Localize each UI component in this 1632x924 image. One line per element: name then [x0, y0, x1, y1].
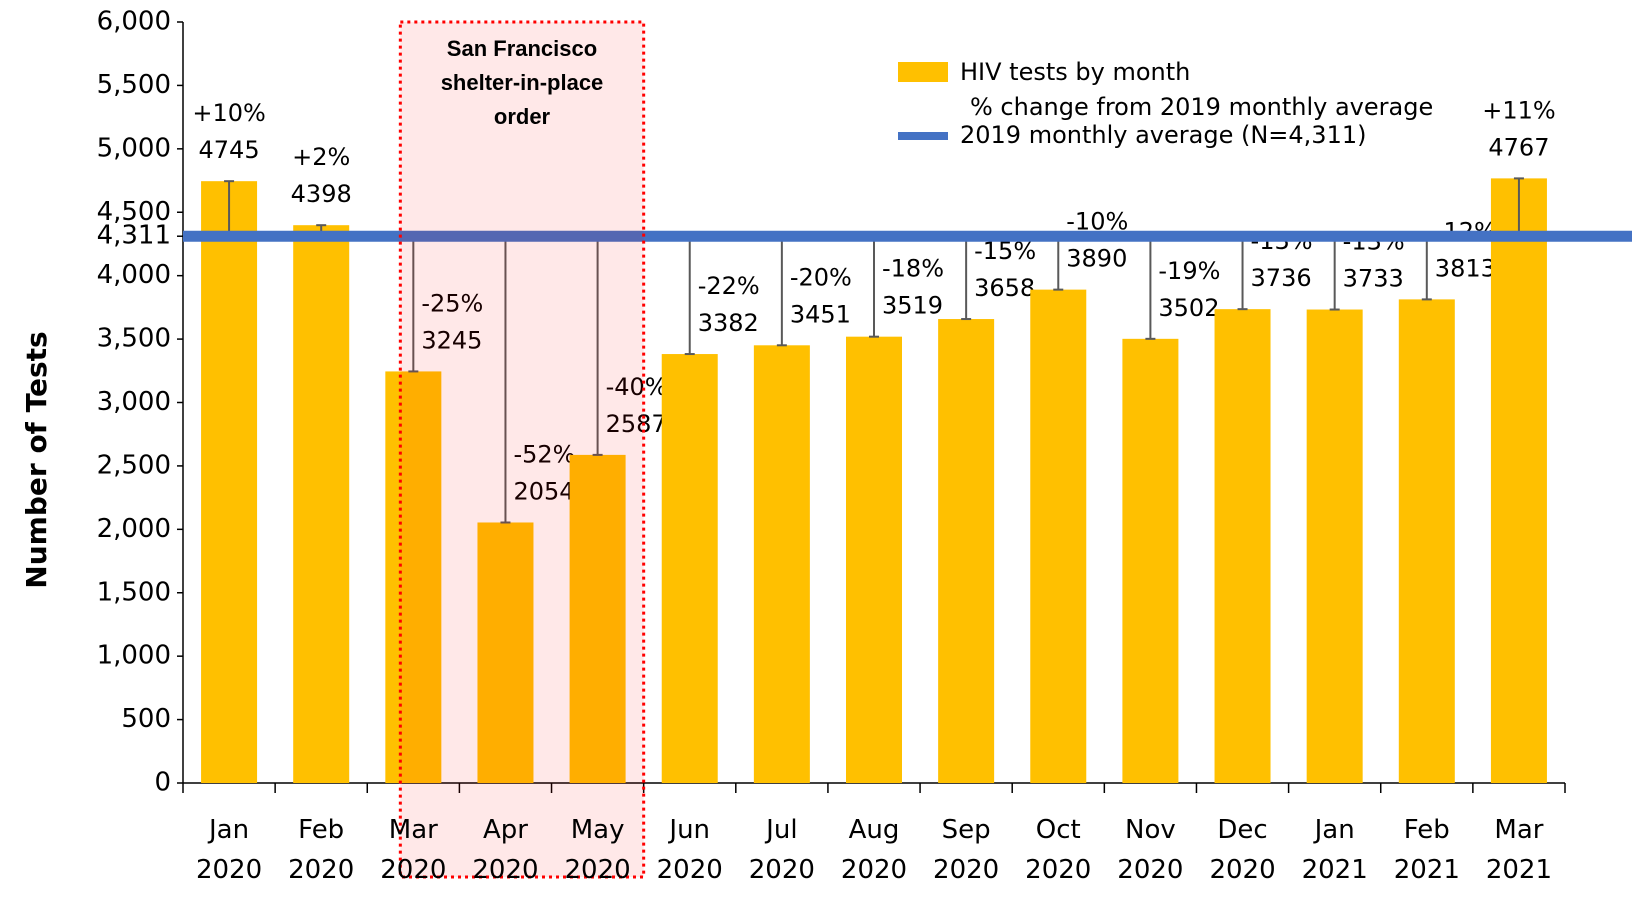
bar — [1122, 338, 1179, 783]
x-tick-label: Mar 2021 — [1485, 815, 1552, 885]
x-tick-label: Jan 2020 — [195, 815, 263, 885]
y-tick-label: 1,000 — [97, 641, 171, 671]
value-label: 3658 — [974, 274, 1035, 302]
x-tick-label: May 2020 — [564, 815, 631, 885]
legend-label: 2019 monthly average (N=4,311) — [960, 121, 1366, 149]
value-label: 3733 — [1343, 265, 1404, 293]
y-tick-label: 5,000 — [97, 133, 171, 163]
change-label: -40% — [606, 373, 668, 401]
value-label: 3451 — [790, 300, 851, 328]
value-label: 2054 — [513, 477, 574, 505]
y-axis-title: Number of Tests — [20, 331, 53, 588]
x-tick-label: Jun 2020 — [656, 815, 723, 885]
change-label: +11% — [1482, 96, 1555, 124]
bar — [293, 225, 350, 783]
bar — [201, 181, 258, 783]
bar — [753, 345, 810, 783]
change-label: -18% — [882, 255, 944, 283]
change-label: -25% — [421, 289, 483, 317]
bar — [477, 522, 534, 783]
y-tick-label: 4,500 — [97, 197, 171, 227]
annotation-text: shelter-in-place — [441, 70, 604, 95]
x-tick-label: Jan 2021 — [1301, 815, 1368, 885]
x-tick-label: Apr 2020 — [472, 815, 539, 885]
bar — [661, 354, 718, 783]
value-label: 3736 — [1251, 264, 1312, 292]
x-tick-label: Feb 2021 — [1393, 815, 1460, 885]
x-tick-label: Jul 2020 — [748, 815, 815, 885]
y-tick-label: 4,000 — [97, 260, 171, 290]
y-tick-label: 3,000 — [97, 387, 171, 417]
x-tick-label: Sep 2020 — [933, 815, 1000, 885]
legend-label: HIV tests by month — [960, 58, 1190, 86]
value-label: 4745 — [199, 136, 260, 164]
legend-label: % change from 2019 monthly average — [970, 93, 1433, 121]
annotation-text: order — [494, 104, 551, 129]
x-tick-label: Dec 2020 — [1209, 815, 1276, 885]
x-tick-label: Feb 2020 — [288, 815, 355, 885]
y-tick-label: 2,000 — [97, 514, 171, 544]
bar — [1306, 309, 1363, 783]
x-tick-label: Nov 2020 — [1117, 815, 1184, 885]
y-tick-label: 1,500 — [97, 577, 171, 607]
x-tick-label: Aug 2020 — [840, 815, 908, 885]
y-tick-label: 0 — [154, 768, 171, 798]
change-label: -19% — [1158, 257, 1220, 285]
value-label: 3502 — [1158, 294, 1219, 322]
y-tick-label: 2,500 — [97, 450, 171, 480]
value-label: 3382 — [698, 309, 759, 337]
annotation-region — [398, 20, 646, 879]
change-label: -20% — [790, 263, 852, 291]
value-label: 3890 — [1066, 245, 1127, 273]
bar — [938, 319, 995, 783]
x-tick-label: Oct 2020 — [1025, 815, 1092, 885]
bar — [385, 371, 442, 783]
legend-swatch — [898, 62, 948, 82]
value-label: 2587 — [606, 410, 667, 438]
y-tick-label: 3,500 — [97, 324, 171, 354]
bar — [1030, 289, 1087, 783]
value-label: 3519 — [882, 292, 943, 320]
y-tick-label: 500 — [121, 704, 171, 734]
value-label: 3813 — [1435, 254, 1496, 282]
change-label: -22% — [698, 272, 760, 300]
x-tick-label: Mar 2020 — [380, 815, 447, 885]
bar — [1214, 309, 1271, 783]
y-tick-label: 4,311 — [97, 221, 171, 251]
bar — [1490, 178, 1547, 783]
y-tick-label: 5,500 — [97, 70, 171, 100]
value-label: 3245 — [421, 326, 482, 354]
change-label: +10% — [192, 99, 265, 127]
annotation-text: San Francisco — [447, 36, 597, 61]
bar — [1398, 299, 1455, 783]
bar — [846, 336, 902, 783]
value-label: 4767 — [1488, 133, 1549, 161]
change-label: -52% — [513, 440, 575, 468]
bar — [569, 454, 626, 783]
value-label: 4398 — [291, 180, 352, 208]
change-label: +2% — [292, 143, 350, 171]
y-tick-label: 6,000 — [97, 7, 171, 37]
